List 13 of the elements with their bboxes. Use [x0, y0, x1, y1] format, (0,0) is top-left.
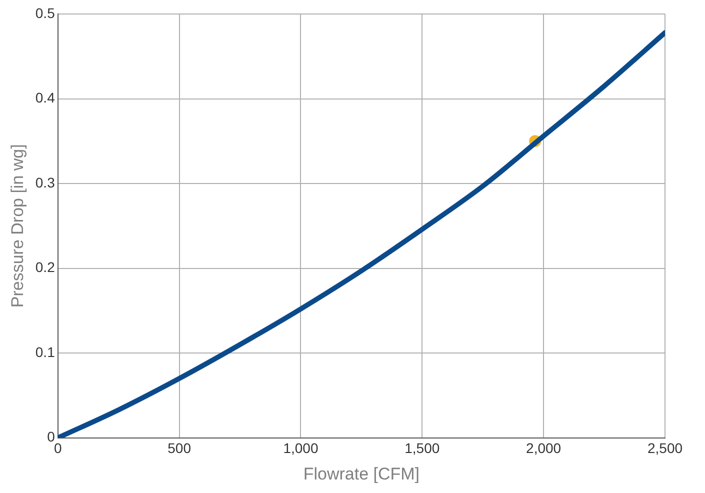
- x-tick-label: 2,000: [526, 440, 562, 456]
- y-tick-label: 0.1: [35, 344, 56, 360]
- x-axis-title: Flowrate [CFM]: [303, 464, 420, 484]
- x-tick-label: 1,500: [404, 440, 440, 456]
- y-tick-label: 0.2: [35, 259, 56, 276]
- y-tick-label: 0.3: [35, 174, 56, 190]
- x-tick-label: 500: [168, 440, 192, 456]
- x-tick-label: 1,000: [283, 440, 318, 456]
- y-axis-title: Pressure Drop [in wg]: [8, 144, 27, 308]
- x-tick-label: 2,500: [647, 440, 683, 456]
- y-tick-label: 0.5: [35, 4, 56, 21]
- y-tick-label: 0: [47, 428, 56, 445]
- y-tick-label: 0.4: [35, 90, 56, 106]
